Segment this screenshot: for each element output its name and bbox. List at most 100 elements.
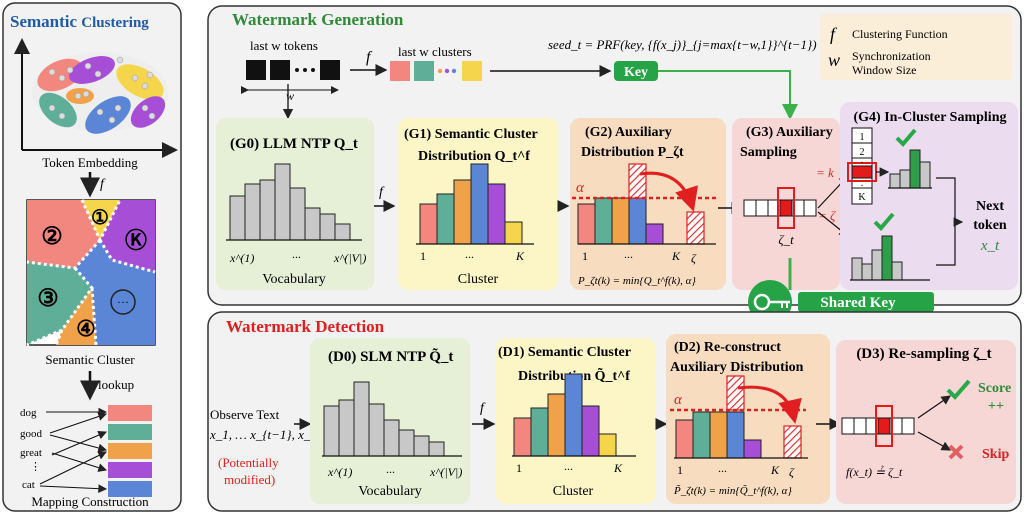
shared-key: Shared Key: [748, 258, 934, 340]
d2-formula: P̃_ζt(k) = min{Q̃_t^f(k), α}: [673, 484, 792, 497]
g4-box: (G4) In-Cluster Sampling 1 2 . . K: [840, 102, 1018, 290]
word-cat: cat: [22, 479, 35, 491]
cluster-3-label: ③: [37, 286, 59, 312]
g0-bar-4: [274, 163, 291, 241]
g0-bar-8: [334, 223, 351, 241]
d3-skip: Skip: [982, 447, 1009, 462]
g1-histogram: [419, 163, 523, 245]
g2-bar-2: [594, 197, 613, 245]
word-great: great: [20, 447, 42, 459]
d2-bar-5: [743, 439, 762, 459]
g3-box: (G3) Auxiliary Sampling ζ_t = k = ζ: [732, 118, 840, 290]
semantic-cluster-label: Semantic Cluster: [45, 352, 135, 367]
g0-axis-label: Vocabulary: [262, 272, 326, 287]
g2-alpha: α: [576, 180, 585, 196]
watermark-detection-panel: Watermark Detection Observe Text x_1, … …: [207, 311, 1022, 512]
d2-x-dots: ...: [718, 461, 727, 475]
g4-list-dot-2: .: [861, 178, 864, 189]
g4-x-t: x_t: [980, 238, 1000, 254]
g2-box: (G2) Auxiliary Distribution P_ζt α 1 ...…: [570, 118, 726, 290]
d0-bar-4: [368, 403, 385, 457]
g3-eq-k: = k: [816, 165, 834, 180]
d0-bar-3: [353, 381, 370, 457]
legend-w-desc-2: Window Size: [852, 63, 917, 77]
d0-bar-2: [338, 399, 355, 457]
d3-plusplus: ++: [988, 399, 1004, 414]
d0-x-dots: ...: [386, 462, 395, 476]
d1-x-left: 1: [516, 461, 522, 475]
d3-score: Score: [978, 381, 1011, 396]
last-w-clusters-label: last w clusters: [398, 44, 472, 59]
g1-x-dots: ...: [465, 247, 474, 261]
d3-sample-strip: [841, 405, 915, 447]
d-f-arrow-label: f: [480, 401, 486, 416]
g3-title-2: Sampling: [740, 145, 797, 160]
token-embedding-label: Token Embedding: [42, 155, 138, 170]
g1-bar-2: [436, 193, 455, 245]
mapping-construction: dog good great ⋮ cat: [20, 405, 152, 497]
d2-zeta-bar: [783, 425, 802, 459]
g1-bar-5: [487, 183, 506, 245]
word-dog: dog: [20, 407, 37, 419]
window-w-symbol: w: [286, 89, 294, 103]
g1-bar-6: [504, 221, 523, 245]
g0-bar-2: [244, 183, 261, 241]
g4-bottom-bar-2: [861, 263, 873, 281]
g2-x-right: K: [671, 249, 681, 263]
d2-excess-bar: [726, 375, 745, 411]
d1-x-right: K: [613, 461, 623, 475]
seed-formula: seed_t = PRF(key, {f(x_j)}_{j=max{t−w,1}…: [548, 37, 817, 52]
g2-x-zeta: ζ: [691, 251, 697, 265]
d0-title: (D0) SLM NTP Q̃_t: [328, 348, 453, 365]
d2-box: (D2) Re-construct Auxiliary Distribution…: [666, 334, 830, 504]
g4-bottom-bar-1: [851, 257, 863, 281]
g2-title-2: Distribution P_ζt: [581, 145, 684, 160]
d1-histogram: [513, 373, 617, 457]
g0-box: (G0) LLM NTP Q_t x^(1) ... x^(|V|) Vocab…: [216, 118, 374, 290]
g1-axis-label: Cluster: [458, 272, 499, 287]
token-embedding-plot: [14, 38, 178, 158]
d0-x-left: x^(1): [327, 465, 352, 479]
d0-box: (D0) SLM NTP Q̃_t x^(1) ... x^(|V|) Voca…: [310, 338, 470, 504]
legend-f-symbol: f: [830, 24, 838, 44]
d2-x-left: 1: [677, 463, 683, 477]
mapping-construction-label: Mapping Construction: [31, 494, 149, 509]
g0-x-right: x^(|V|): [333, 251, 366, 265]
d2-x-zeta: ζ: [789, 465, 795, 479]
g-f-arrow-label: f: [379, 185, 385, 200]
g2-x-dots: ...: [624, 247, 633, 261]
cluster-4-label: ④: [76, 316, 96, 341]
g1-bar-1: [419, 203, 438, 245]
d1-bar-4: [564, 373, 583, 457]
g0-bar-1: [229, 195, 246, 241]
g4-top-histogram: [889, 149, 931, 189]
d2-histogram: [675, 375, 802, 459]
d1-x-dots: ...: [564, 459, 573, 473]
d0-bar-8: [428, 441, 445, 457]
g4-list-2: 2: [860, 147, 865, 158]
d0-bar-1: [323, 405, 340, 457]
d0-bar-5: [383, 419, 400, 457]
last-w-tokens-label: last w tokens: [250, 38, 318, 53]
panel-title-semantic: Semantic: [10, 12, 78, 31]
g2-bar-4: [628, 197, 647, 245]
g4-bottom-bar-5: [891, 261, 903, 281]
legend-box: f Clustering Function w Synchronization …: [820, 14, 1012, 80]
cluster-blocks: [390, 61, 482, 81]
g3-title-1: (G3) Auxiliary: [746, 125, 833, 140]
d1-bar-1: [513, 417, 532, 457]
g4-next-token-2: token: [973, 218, 1007, 233]
g0-bar-6: [304, 207, 321, 241]
detection-title: Watermark Detection: [226, 317, 385, 336]
g3-sample-strip: [743, 187, 817, 229]
legend-w-symbol: w: [828, 50, 840, 70]
g0-bar-3: [259, 179, 276, 241]
cluster-more-label: ···: [117, 295, 129, 309]
g4-list-dot-1: .: [861, 155, 864, 166]
observe-text-2: x_1, … x_{t−1}, x_t: [209, 427, 314, 442]
d2-bar-2: [692, 411, 711, 459]
d3-title: (D3) Re-sampling ζ_t: [856, 346, 991, 362]
g1-title-1: (G1) Semantic Cluster: [404, 127, 538, 142]
d2-title-1: (D2) Re-construct: [674, 340, 781, 355]
